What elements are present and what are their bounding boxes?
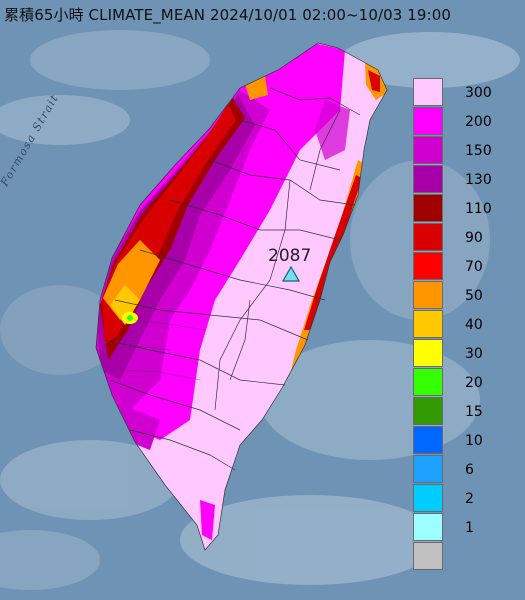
legend-swatch xyxy=(413,426,443,454)
legend-swatch xyxy=(413,310,443,338)
county-boundaries xyxy=(95,42,388,551)
legend-swatch xyxy=(413,194,443,222)
legend-swatch xyxy=(413,397,443,425)
legend-swatch xyxy=(413,252,443,280)
legend-label: 130 xyxy=(465,172,492,188)
legend-swatch xyxy=(413,136,443,164)
rain-band-ne-90 xyxy=(368,70,380,92)
rain-spot-20 xyxy=(127,315,133,321)
map-title: 累積65小時 CLIMATE_MEAN 2024/10/01 02:00~10/… xyxy=(4,6,451,24)
legend-label: 10 xyxy=(465,433,483,449)
legend-label: 90 xyxy=(465,230,483,246)
legend-label: 50 xyxy=(465,288,483,304)
legend-label: 30 xyxy=(465,346,483,362)
legend-label: 20 xyxy=(465,375,483,391)
legend-label: 1 xyxy=(465,520,474,536)
legend-label: 300 xyxy=(465,85,492,101)
legend-label: 150 xyxy=(465,143,492,159)
legend-label: 15 xyxy=(465,404,483,420)
legend-swatch xyxy=(413,107,443,135)
legend-swatch xyxy=(413,484,443,512)
legend-label: 2 xyxy=(465,491,474,507)
legend-swatch xyxy=(413,78,443,106)
triangle-station-marker-icon xyxy=(282,266,300,282)
rain-band-magenta-south xyxy=(110,400,160,450)
rain-band-east-coast-red xyxy=(304,175,362,330)
legend-label: 110 xyxy=(465,201,492,217)
legend-swatch xyxy=(413,455,443,483)
legend-label: 70 xyxy=(465,259,483,275)
legend-swatch xyxy=(413,339,443,367)
legend-swatch xyxy=(413,165,443,193)
legend-label: 200 xyxy=(465,114,492,130)
legend-swatch xyxy=(413,542,443,570)
legend-swatch xyxy=(413,368,443,396)
rain-band-magenta-southtip xyxy=(200,500,215,540)
legend-swatch xyxy=(413,513,443,541)
rain-band-40 xyxy=(110,285,140,325)
legend-swatch xyxy=(413,281,443,309)
station-value: 2087 xyxy=(268,246,312,266)
legend-label: 6 xyxy=(465,462,474,478)
color-legend: 300 200 150 130 110 90 70 50 40 30 20 15 10 6 2 1 xyxy=(413,78,523,570)
rain-band-magenta-east xyxy=(315,100,350,160)
river-lines xyxy=(119,319,206,381)
legend-label: 40 xyxy=(465,317,483,333)
rain-band-130 xyxy=(98,95,255,380)
legend-swatch xyxy=(413,223,443,251)
